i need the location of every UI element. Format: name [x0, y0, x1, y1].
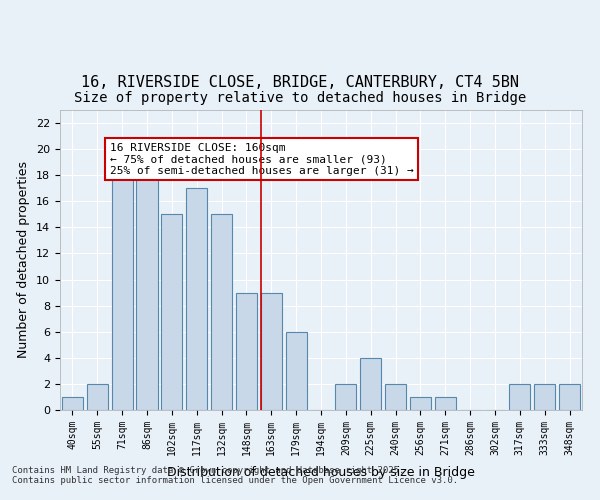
- Bar: [435, 397, 456, 410]
- Bar: [286, 332, 307, 410]
- Bar: [136, 175, 158, 410]
- Bar: [236, 292, 257, 410]
- Bar: [62, 397, 83, 410]
- X-axis label: Distribution of detached houses by size in Bridge: Distribution of detached houses by size …: [167, 466, 475, 479]
- Bar: [211, 214, 232, 410]
- Bar: [534, 384, 555, 410]
- Bar: [509, 384, 530, 410]
- Bar: [559, 384, 580, 410]
- Bar: [87, 384, 108, 410]
- Bar: [261, 292, 282, 410]
- Bar: [186, 188, 207, 410]
- Text: 16 RIVERSIDE CLOSE: 160sqm
← 75% of detached houses are smaller (93)
25% of semi: 16 RIVERSIDE CLOSE: 160sqm ← 75% of deta…: [110, 142, 413, 176]
- Bar: [360, 358, 381, 410]
- Text: Size of property relative to detached houses in Bridge: Size of property relative to detached ho…: [74, 91, 526, 105]
- Text: 16, RIVERSIDE CLOSE, BRIDGE, CANTERBURY, CT4 5BN: 16, RIVERSIDE CLOSE, BRIDGE, CANTERBURY,…: [81, 75, 519, 90]
- Bar: [161, 214, 182, 410]
- Bar: [385, 384, 406, 410]
- Bar: [410, 397, 431, 410]
- Bar: [112, 175, 133, 410]
- Y-axis label: Number of detached properties: Number of detached properties: [17, 162, 31, 358]
- Bar: [335, 384, 356, 410]
- Text: Contains HM Land Registry data © Crown copyright and database right 2025.
Contai: Contains HM Land Registry data © Crown c…: [12, 466, 458, 485]
